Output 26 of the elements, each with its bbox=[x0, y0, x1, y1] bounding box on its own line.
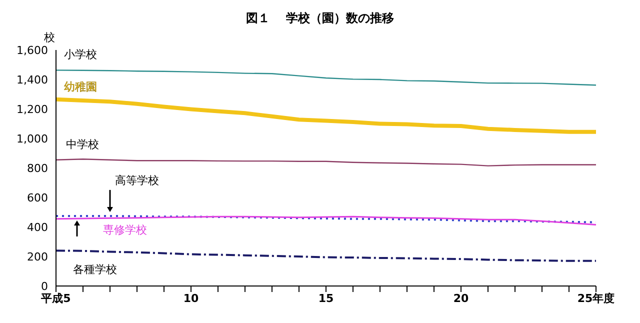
line-series bbox=[56, 158, 596, 166]
y-tick-label: 1,600 bbox=[16, 44, 48, 57]
y-tick-label: 600 bbox=[27, 191, 48, 204]
chart-title: 図１ 学校（園）数の推移 bbox=[244, 10, 396, 27]
y-tick-label: 1,400 bbox=[16, 73, 48, 86]
series-label: 中学校 bbox=[66, 138, 99, 151]
series-label: 幼稚園 bbox=[64, 80, 97, 94]
series-label: 各種学校 bbox=[73, 262, 117, 276]
series-label: 小学校 bbox=[64, 48, 97, 62]
y-tick-label: 800 bbox=[27, 162, 48, 175]
text: 高等学校 bbox=[115, 174, 159, 187]
line-series bbox=[56, 216, 596, 226]
x-tick-label: 25年度 bbox=[577, 292, 615, 305]
y-tick-label: 1,200 bbox=[16, 102, 48, 116]
x-tick-label: 平成5 bbox=[40, 292, 71, 305]
x-tick-label: 15 bbox=[318, 292, 334, 305]
series-label: 専修学校 bbox=[103, 223, 147, 236]
y-tick-label: 400 bbox=[27, 220, 48, 234]
line-series bbox=[56, 97, 596, 134]
line-series bbox=[56, 250, 596, 262]
y-tick-label: 200 bbox=[27, 250, 48, 264]
y-axis-title: 校 bbox=[44, 30, 55, 45]
x-tick-label: 10 bbox=[183, 292, 199, 305]
x-tick-label: 20 bbox=[453, 292, 469, 305]
y-tick-label: 0 bbox=[41, 280, 48, 293]
y-tick-label: 1,000 bbox=[16, 132, 48, 146]
